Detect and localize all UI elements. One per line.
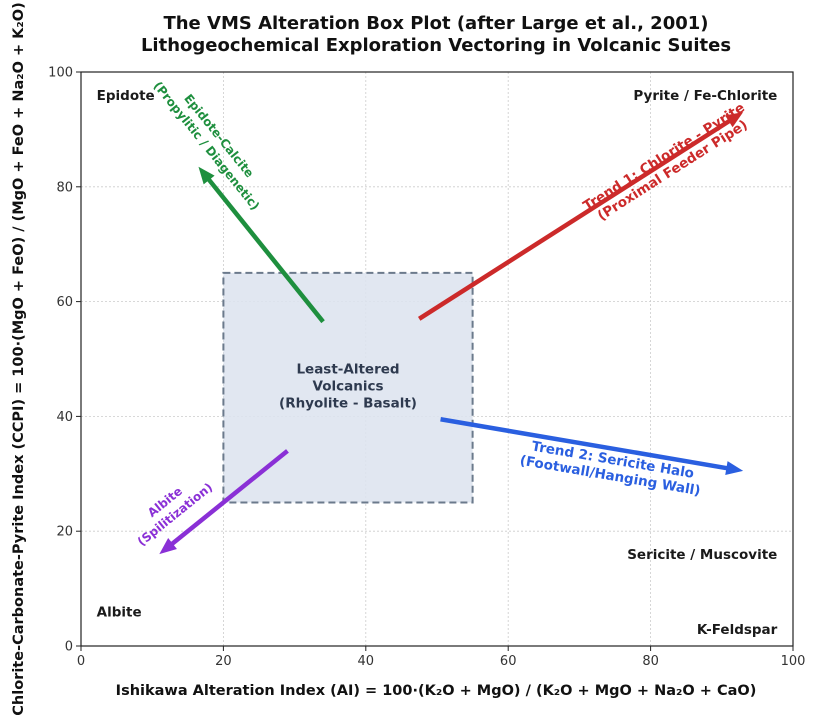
x-tick-label-2: 40 <box>358 654 375 669</box>
y-tick-label-5: 100 <box>48 66 73 81</box>
corner-label-0: Epidote <box>97 88 155 104</box>
chart-title: The VMS Alteration Box Plot (after Large… <box>163 13 708 34</box>
vector-shaft-1 <box>440 417 729 471</box>
y-tick-label-0: 0 <box>65 640 73 655</box>
x-tick-label-4: 80 <box>642 654 659 669</box>
corner-label-1: Pyrite / Fe-Chlorite <box>633 88 777 104</box>
least-altered-label-line-1: Volcanics <box>312 379 383 395</box>
x-tick-label-5: 100 <box>781 654 806 669</box>
y-tick-label-3: 60 <box>56 295 73 310</box>
x-tick-label-3: 60 <box>500 654 517 669</box>
x-axis-label: Ishikawa Alteration Index (AI) = 100·(K₂… <box>116 683 757 699</box>
vector-head-3 <box>159 538 177 555</box>
chart-subtitle: Lithogeochemical Exploration Vectoring i… <box>141 35 731 56</box>
vector-head-2 <box>198 166 215 185</box>
x-tick-label-1: 20 <box>215 654 232 669</box>
vector-shaft-0 <box>417 118 732 321</box>
least-altered-label-line-0: Least-Altered <box>296 362 399 378</box>
y-tick-label-1: 20 <box>56 525 73 540</box>
vector-head-0 <box>725 112 744 128</box>
corner-label-2: Albite <box>97 605 142 621</box>
y-tick-label-2: 40 <box>56 410 73 425</box>
least-altered-label-line-2: (Rhyolite - Basalt) <box>279 396 417 412</box>
vector-label-0-line-1: (Proximal Feeder Pipe) <box>595 117 751 224</box>
vector-shaft-3 <box>169 449 289 547</box>
plot-frame <box>80 71 794 647</box>
vector-label-0-line-0: Trend 1: Chlorite - Pyrite <box>580 100 747 215</box>
corner-label-4: Sericite / Muscovite <box>627 547 777 563</box>
vector-1: Trend 2: Sericite Halo(Footwall/Hanging … <box>440 417 744 499</box>
vector-head-1 <box>725 461 744 475</box>
y-tick-label-4: 80 <box>56 180 73 195</box>
vector-0: Trend 1: Chlorite - Pyrite(Proximal Feed… <box>417 100 751 321</box>
corner-labels: Epidote Pyrite / Fe-Chlorite Albite K-Felds… <box>97 88 778 638</box>
vector-label-2-line-1: (Propylitic / Diagenetic) <box>151 79 263 213</box>
axis-ticks: 0 20 40 60 80 100 0 20 40 60 80 100 <box>48 66 805 670</box>
corner-label-3: K-Feldspar <box>697 622 778 638</box>
y-axis-label: Chlorite-Carbonate-Pyrite Index (CCPI) =… <box>11 2 27 715</box>
vector-shaft-2 <box>206 176 325 324</box>
x-tick-label-0: 0 <box>77 654 85 669</box>
